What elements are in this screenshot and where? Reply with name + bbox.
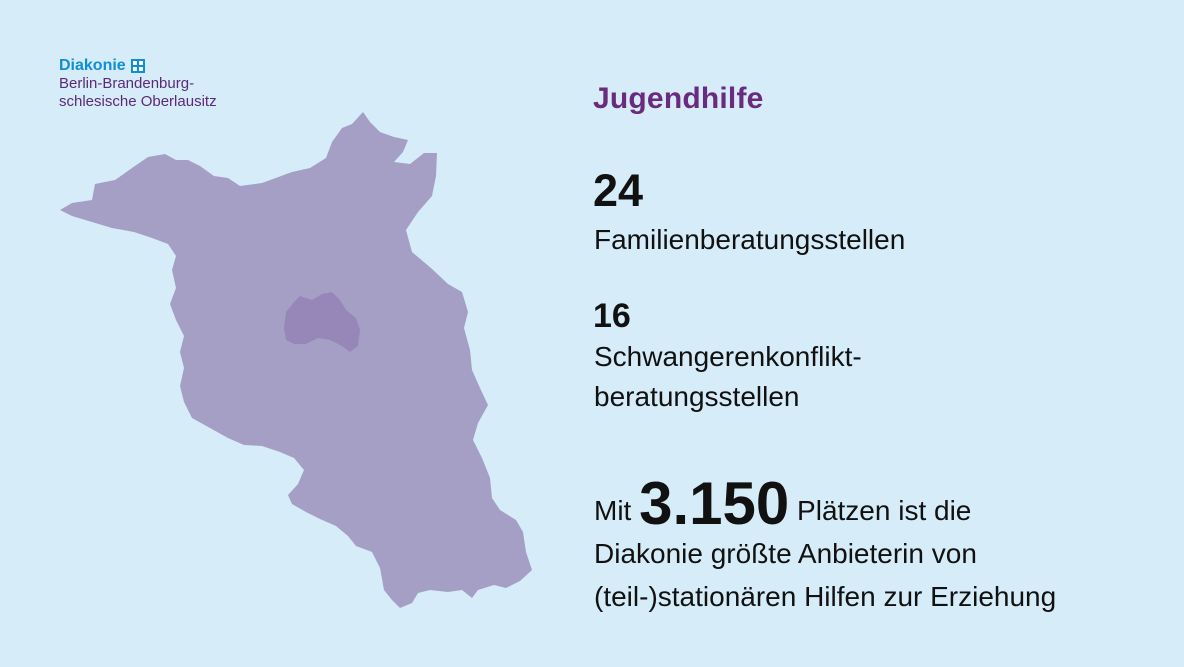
logo-line-1: Berlin-Brandenburg- [59, 75, 195, 92]
logo-brand-text: Diakonie [59, 57, 126, 74]
stat-label-2-line1: Schwangerenkonflikt- [594, 341, 862, 372]
logo-brand: Diakonie [59, 57, 217, 75]
page-title: Jugendhilfe [593, 82, 764, 115]
diakonie-logo: Diakonie Berlin-Brandenburg- schlesische… [59, 57, 217, 111]
summary-text: Mit 3.150 Plätzen ist die Diakonie größt… [594, 474, 1154, 618]
summary-line-3: (teil-)stationären Hilfen zur Erziehung [594, 581, 1057, 612]
logo-line-2: schlesische Oberlausitz [59, 93, 217, 110]
stat-label-1: Familienberatungsstellen [594, 224, 906, 255]
summary-highlight-number: 3.150 [639, 470, 790, 537]
summary-line-2: Diakonie größte Anbieterin von [594, 538, 977, 569]
summary-prefix: Mit [594, 495, 632, 526]
summary-suffix: Plätzen ist die [797, 495, 972, 526]
stat-number-2: 16 [593, 297, 631, 335]
diakonie-cross-icon [130, 59, 145, 73]
stat-number-1: 24 [593, 165, 644, 216]
map-berlin-region [284, 292, 360, 352]
stat-label-2-line2: beratungsstellen [594, 381, 800, 412]
map-brandenburg-berlin-icon [60, 112, 532, 608]
summary-line-1: Mit 3.150 Plätzen ist die [594, 474, 1154, 534]
map-brandenburg-region [60, 112, 532, 608]
